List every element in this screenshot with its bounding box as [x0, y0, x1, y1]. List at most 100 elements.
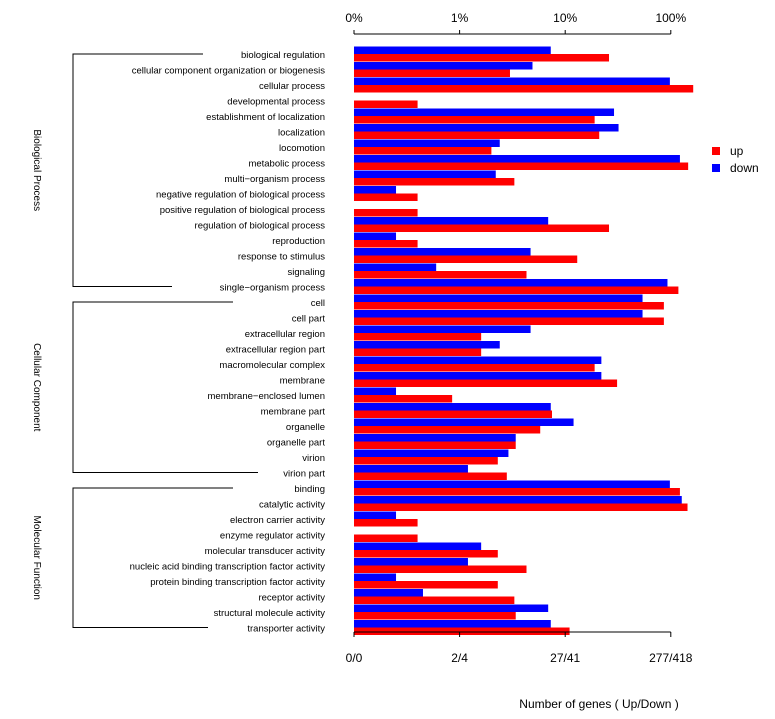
- bar-up: [354, 426, 541, 434]
- category-label: establishment of localization: [206, 112, 325, 123]
- category-label: extracellular region: [245, 329, 325, 340]
- category-label: macromolecular complex: [219, 360, 325, 371]
- category-label: molecular transducer activity: [205, 546, 326, 557]
- category-label: cellular process: [259, 81, 325, 92]
- bar-down: [354, 248, 531, 256]
- top-tick-label: 10%: [553, 11, 577, 25]
- legend-swatch-up: [712, 147, 720, 155]
- bar-down: [354, 124, 619, 132]
- bar-up: [354, 54, 610, 62]
- category-label: multi−organism process: [224, 174, 325, 185]
- category-label: response to stimulus: [238, 252, 325, 263]
- bar-up: [354, 379, 618, 387]
- category-label: metabolic process: [248, 159, 325, 170]
- bar-down: [354, 573, 397, 581]
- group-bracket: [72, 53, 203, 287]
- bar-up: [354, 116, 595, 124]
- category-label: reproduction: [272, 236, 325, 247]
- bar-down: [354, 279, 668, 287]
- category-label: virion: [302, 453, 325, 464]
- bar-up: [354, 612, 516, 620]
- bar-down: [354, 217, 549, 225]
- legend-swatch-down: [712, 164, 720, 172]
- bar-up: [354, 178, 515, 186]
- category-label: catalytic activity: [259, 500, 325, 511]
- bar-up: [354, 333, 482, 341]
- bar-down: [354, 403, 551, 411]
- top-tick-label: 100%: [655, 11, 686, 25]
- bar-up: [354, 348, 482, 356]
- category-label: structural molecule activity: [214, 608, 326, 619]
- bar-up: [354, 519, 418, 527]
- category-label: extracellular region part: [226, 345, 326, 356]
- category-label: membrane: [280, 376, 325, 387]
- bar-up: [354, 410, 553, 418]
- category-label: localization: [278, 128, 325, 139]
- category-label: locomotion: [279, 143, 325, 154]
- bar-down: [354, 589, 423, 597]
- bar-up: [354, 364, 595, 372]
- category-label: regulation of biological process: [195, 221, 326, 232]
- group-label: Biological Process: [31, 129, 42, 211]
- category-label: receptor activity: [258, 593, 325, 604]
- category-label: single−organism process: [220, 283, 326, 294]
- category-label: enzyme regulator activity: [220, 531, 325, 542]
- bar-up: [354, 69, 510, 77]
- bar-down: [354, 139, 500, 147]
- bar-up: [354, 395, 453, 403]
- legend: up down: [712, 144, 759, 175]
- category-label: developmental process: [227, 97, 325, 108]
- bar-up: [354, 286, 679, 294]
- bar-up: [354, 596, 515, 604]
- bar-up: [354, 503, 688, 511]
- bar-down: [354, 263, 437, 271]
- category-label: membrane part: [261, 407, 326, 418]
- bar-down: [354, 434, 516, 442]
- bar-down: [354, 387, 397, 395]
- legend-label-down: down: [730, 161, 759, 175]
- bar-down: [354, 496, 682, 504]
- bar-up: [354, 100, 418, 108]
- bar-down: [354, 604, 549, 612]
- bar-down: [354, 558, 468, 566]
- group-bracket: [72, 301, 258, 473]
- category-label: biological regulation: [241, 50, 325, 61]
- bar-down: [354, 310, 643, 318]
- bar-down: [354, 108, 615, 116]
- bar-down: [354, 480, 670, 488]
- group-label: Molecular Function: [31, 516, 42, 600]
- bar-up: [354, 581, 498, 589]
- bar-up: [354, 271, 527, 279]
- bar-down: [354, 418, 574, 426]
- bar-up: [354, 193, 418, 201]
- bar-down: [354, 155, 680, 163]
- category-groups: Biological Process Cellular Component Mole…: [31, 53, 258, 628]
- bar-down: [354, 511, 397, 519]
- bars: [354, 46, 694, 635]
- bar-down: [354, 356, 602, 364]
- bar-up: [354, 131, 600, 139]
- bar-down: [354, 542, 482, 550]
- category-label: positive regulation of biological proces…: [160, 205, 326, 216]
- bar-up: [354, 457, 498, 465]
- bar-up: [354, 488, 680, 496]
- bar-up: [354, 565, 527, 573]
- top-percent-axis: 0% 1% 10% 100%: [345, 11, 686, 35]
- bar-down: [354, 465, 468, 473]
- category-label: virion part: [283, 469, 325, 480]
- legend-label-up: up: [730, 144, 744, 158]
- bar-down: [354, 341, 500, 349]
- bar-up: [354, 317, 664, 325]
- category-label: organelle part: [267, 438, 325, 449]
- category-label: binding: [294, 484, 325, 495]
- bar-up: [354, 441, 516, 449]
- category-label: cellular component organization or bioge…: [132, 66, 326, 77]
- x-axis-title: Number of genes ( Up/Down ): [519, 697, 678, 711]
- bar-down: [354, 294, 643, 302]
- bar-up: [354, 627, 570, 635]
- bottom-tick-label: 0/0: [346, 651, 363, 665]
- bar-down: [354, 325, 531, 333]
- bar-up: [354, 162, 689, 170]
- bar-up: [354, 534, 418, 542]
